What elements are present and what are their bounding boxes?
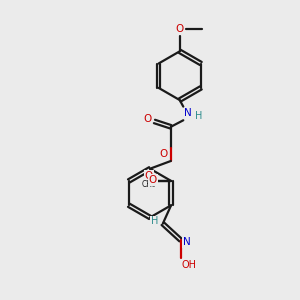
Text: OH: OH xyxy=(182,260,196,270)
Text: N: N xyxy=(183,237,191,248)
Text: O: O xyxy=(175,24,183,34)
Text: H: H xyxy=(195,110,203,121)
Text: O: O xyxy=(143,114,151,124)
Text: N: N xyxy=(184,108,192,118)
Text: H: H xyxy=(151,216,158,226)
Text: CH₃: CH₃ xyxy=(142,180,156,189)
Text: O: O xyxy=(145,171,153,181)
Text: O: O xyxy=(148,175,157,185)
Text: O: O xyxy=(159,149,167,159)
